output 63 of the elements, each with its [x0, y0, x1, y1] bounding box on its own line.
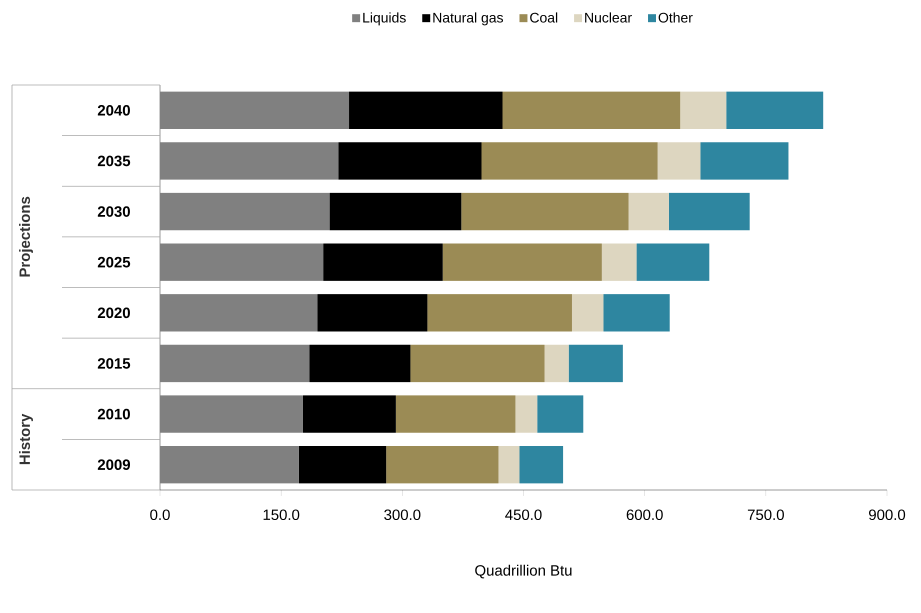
bar [568, 344, 623, 382]
bar [386, 446, 498, 484]
x-tick-label: 600.0 [626, 509, 663, 520]
bar [302, 395, 396, 433]
x-tick-label: 750.0 [748, 509, 784, 520]
bar [515, 395, 538, 433]
bar [160, 395, 303, 433]
bar [537, 395, 584, 433]
bar [572, 294, 604, 332]
bar [427, 294, 572, 332]
legend-label: Natural gas [433, 12, 504, 26]
legend-label: Other [658, 12, 693, 23]
bar [519, 446, 564, 484]
y-tick-label: 2040 [98, 105, 130, 116]
x-tick-label: 450.0 [505, 509, 542, 520]
bar [338, 142, 482, 180]
bar [410, 344, 545, 382]
bar [160, 92, 350, 130]
bar [160, 243, 324, 281]
y-tick-label: 2025 [98, 256, 130, 268]
bar [482, 142, 658, 180]
x-tick-label: 0.0 [150, 509, 170, 520]
bar [498, 446, 520, 484]
x-tick-label: 300.0 [384, 509, 420, 520]
bar [680, 92, 726, 130]
bar [726, 92, 824, 130]
x-tick-label: 900.0 [869, 509, 906, 520]
bar [461, 192, 629, 230]
text: History [19, 414, 33, 464]
bar [502, 92, 680, 130]
y-tick-label: 2009 [98, 459, 130, 470]
bar [309, 344, 410, 382]
x-tick-label: 150.0 [264, 509, 300, 520]
bar [668, 192, 750, 230]
y-tick-label: 2010 [98, 408, 130, 420]
bar [323, 243, 443, 281]
y-tick-label: 2030 [98, 206, 130, 217]
bar [700, 142, 788, 180]
bar [442, 243, 602, 281]
bar [160, 192, 330, 230]
text: Projections [19, 196, 33, 277]
bar [628, 192, 669, 230]
bar [160, 446, 299, 484]
bar [349, 92, 503, 130]
y-tick-label: 2020 [98, 308, 130, 318]
bar [396, 395, 516, 433]
bar [636, 243, 710, 281]
bar [602, 243, 637, 281]
legend-label: Nuclear [585, 12, 632, 23]
y-tick-label: 2015 [98, 358, 130, 369]
bar [160, 142, 339, 180]
y-tick-label: 2035 [98, 156, 130, 166]
bar [160, 294, 318, 332]
bar [658, 142, 700, 180]
bar [603, 294, 670, 332]
bar [544, 344, 569, 382]
bar [330, 192, 462, 230]
legend-label: Coal [530, 12, 558, 23]
bar [298, 446, 386, 484]
x-axis-title: Quadrillion Btu [475, 564, 572, 578]
bar [160, 344, 310, 382]
legend-label: Liquids [363, 12, 406, 26]
bar [318, 294, 428, 332]
